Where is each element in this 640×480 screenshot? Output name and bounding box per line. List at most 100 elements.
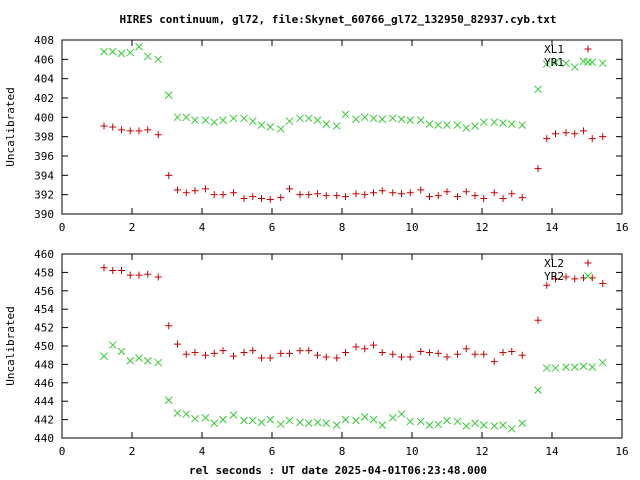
- panel-2-point-xl2: [426, 348, 433, 356]
- panel-2-point-yr2: [397, 410, 406, 418]
- panel-2-y-tick-label: 456: [34, 285, 54, 298]
- panel-1-point-yr1: [143, 52, 152, 61]
- panel-1-point-xl1: [240, 195, 248, 203]
- panel-2-y-tick-label: 454: [34, 303, 54, 316]
- panel-2-point-xl2: [462, 345, 470, 353]
- panel-1-point-yr1: [296, 114, 304, 123]
- panel-1-point-xl1: [258, 195, 265, 203]
- panel-2-point-yr2: [341, 415, 350, 424]
- panel-1-point-xl1: [499, 195, 507, 203]
- panel-1-point-yr1: [135, 42, 143, 51]
- panel-1-point-yr1: [322, 120, 331, 128]
- panel-2-point-xl2: [118, 267, 125, 275]
- panel-1-point-xl1: [230, 189, 237, 197]
- panel-1-point-xl1: [508, 190, 516, 198]
- panel-2-point-yr2: [182, 410, 191, 418]
- panel-2-legend-label-yr2: YR2: [544, 270, 564, 283]
- panel-1-point-xl1: [210, 191, 218, 199]
- panel-2-point-yr2: [425, 421, 434, 429]
- panel-2-point-yr2: [562, 363, 570, 372]
- panel-2-point-yr2: [453, 417, 462, 426]
- panel-2-point-yr2: [257, 418, 266, 427]
- panel-2-point-yr2: [210, 419, 219, 428]
- panel-1-point-xl1: [144, 126, 152, 134]
- panel-2-point-yr2: [551, 364, 560, 372]
- panel-1-point-xl1: [352, 190, 360, 198]
- panel-1-y-tick-label: 404: [34, 73, 54, 86]
- panel-1-point-xl1: [361, 191, 369, 199]
- panel-2-y-axis-label: Uncalibrated: [4, 306, 17, 385]
- panel-2-point-xl2: [100, 264, 108, 272]
- panel-2-point-yr2: [240, 416, 248, 425]
- panel-1-point-yr1: [443, 121, 451, 129]
- panel-1-point-yr1: [219, 116, 227, 125]
- panel-1-x-tick-label: 4: [199, 221, 206, 234]
- panel-1-point-xl1: [443, 188, 451, 196]
- panel-2-point-yr2: [100, 352, 108, 360]
- panel-2-point-xl2: [599, 279, 607, 287]
- panel-1-point-xl1: [454, 193, 461, 201]
- panel-1-point-xl1: [165, 171, 173, 179]
- panel-2-point-yr2: [534, 386, 542, 395]
- panel-1-point-xl1: [462, 188, 470, 196]
- panel-2-point-xl2: [378, 348, 386, 356]
- panel-1-point-xl1: [249, 193, 257, 201]
- panel-2-point-yr2: [229, 411, 238, 419]
- panel-1-point-yr1: [453, 121, 462, 129]
- panel-1-point-yr1: [173, 113, 182, 122]
- panel-1-legend-marker-yr1: [584, 58, 592, 66]
- panel-1-point-yr1: [518, 121, 527, 129]
- panel-2-point-yr2: [542, 364, 551, 372]
- panel-2-point-xl2: [182, 350, 190, 358]
- panel-2-point-yr2: [108, 341, 117, 349]
- panel-2-point-yr2: [434, 420, 443, 429]
- panel-1-y-tick-label: 398: [34, 131, 54, 144]
- panel-2-point-xl2: [490, 358, 498, 366]
- panel-1-point-xl1: [370, 189, 377, 197]
- panel-1-point-xl1: [277, 194, 285, 202]
- panel-1-point-xl1: [305, 191, 313, 199]
- panel-2-point-xl2: [277, 349, 285, 357]
- panel-2-point-xl2: [210, 349, 218, 357]
- panel-2-point-yr2: [248, 416, 257, 425]
- panel-2-point-xl2: [109, 267, 117, 275]
- panel-1-point-xl1: [118, 126, 125, 134]
- panel-2-point-xl2: [154, 273, 162, 281]
- panel-2-point-yr2: [126, 356, 135, 365]
- panel-2-point-xl2: [144, 270, 152, 278]
- panel-1-point-yr1: [240, 114, 248, 123]
- panel-2-point-xl2: [202, 351, 209, 359]
- panel-1-point-xl1: [174, 186, 181, 194]
- panel-2-point-yr2: [471, 419, 479, 428]
- panel-2-y-tick-label: 444: [34, 395, 54, 408]
- panel-1-point-xl1: [191, 187, 199, 195]
- panel-1-point-yr1: [304, 114, 313, 123]
- panel-2-y-tick-label: 452: [34, 322, 54, 335]
- panel-1-point-xl1: [406, 189, 414, 197]
- panel-1-point-yr1: [406, 116, 415, 125]
- panel-2-point-yr2: [117, 347, 126, 356]
- panel-2-point-yr2: [266, 415, 275, 424]
- panel-1-point-xl1: [322, 192, 330, 200]
- panel-2-y-tick-label: 442: [34, 414, 54, 427]
- panel-1-point-xl1: [378, 187, 386, 195]
- panel-1-point-yr1: [534, 85, 542, 94]
- panel-1-point-xl1: [434, 192, 442, 200]
- panel-2-point-xl2: [174, 340, 181, 348]
- panel-1-y-tick-label: 402: [34, 92, 54, 105]
- panel-1-x-tick-label: 0: [59, 221, 66, 234]
- panel-1-point-yr1: [598, 59, 607, 68]
- panel-2-point-xl2: [135, 271, 143, 279]
- panel-2-point-xl2: [406, 353, 414, 361]
- panel-1-point-yr1: [266, 123, 275, 131]
- panel-2-point-xl2: [534, 316, 542, 324]
- panel-2-point-yr2: [570, 363, 579, 372]
- panel-2-point-xl2: [230, 352, 237, 360]
- panel-2-point-xl2: [571, 275, 579, 283]
- panel-1-y-tick-label: 400: [34, 111, 54, 124]
- panel-2-point-yr2: [332, 421, 341, 429]
- panel-1-y-tick-label: 406: [34, 53, 54, 66]
- panel-1-point-yr1: [369, 114, 378, 123]
- panel-2-point-xl2: [562, 273, 570, 281]
